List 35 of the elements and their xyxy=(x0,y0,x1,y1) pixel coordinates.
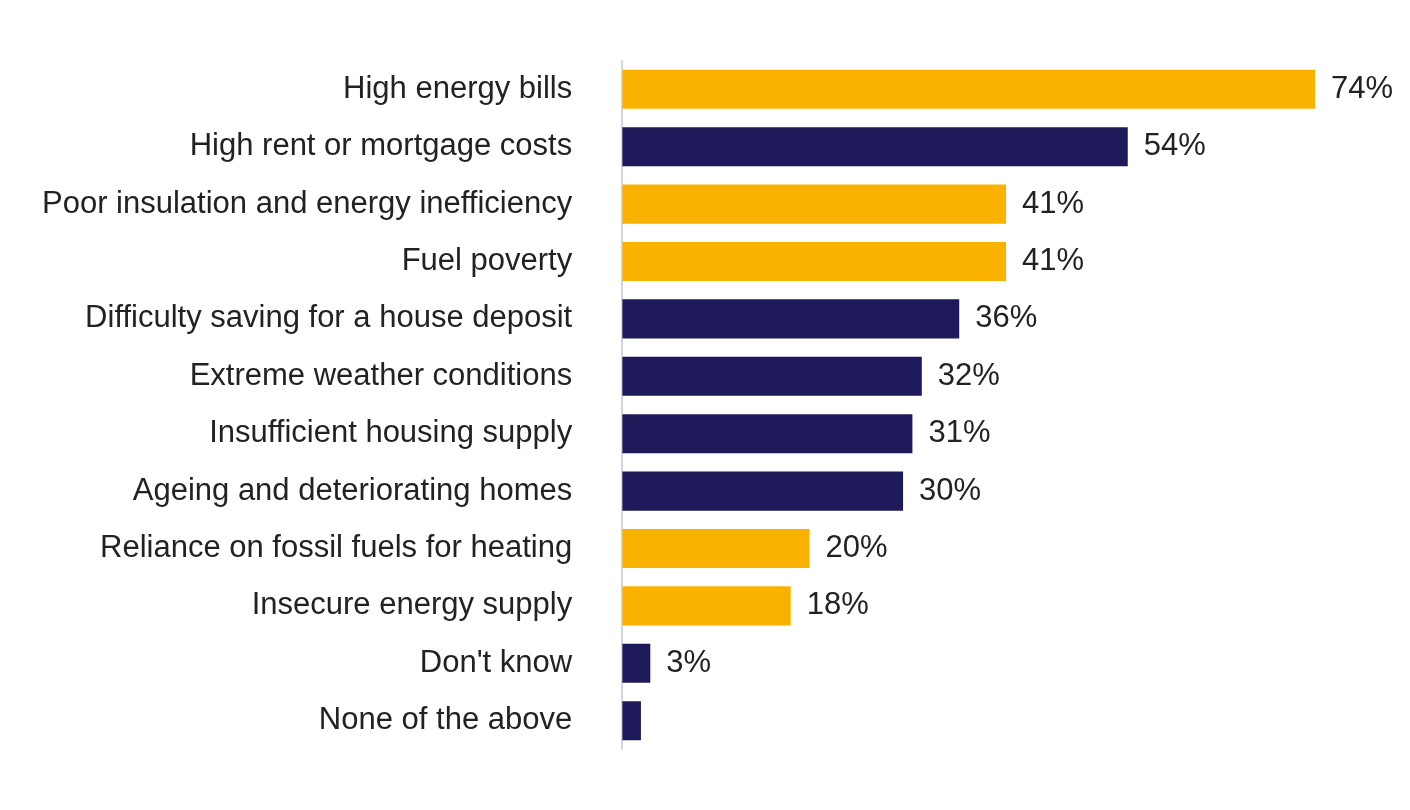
data-label: 18% xyxy=(806,586,869,622)
data-label: 41% xyxy=(1022,184,1085,220)
bar xyxy=(622,586,791,626)
data-label: 41% xyxy=(1022,242,1085,278)
data-label: 54% xyxy=(1143,127,1206,163)
y-tick-label: None of the above xyxy=(318,701,573,737)
y-tick-label: Fuel poverty xyxy=(401,242,573,278)
data-label: 36% xyxy=(975,299,1038,335)
y-tick-label: Reliance on fossil fuels for heating xyxy=(100,529,573,565)
bar xyxy=(622,127,1128,167)
bar xyxy=(622,701,641,741)
y-tick-label: Ageing and deteriorating homes xyxy=(132,471,573,507)
data-label: 32% xyxy=(937,356,1000,392)
y-tick-label: Don't know xyxy=(419,643,573,679)
bar xyxy=(622,356,922,396)
y-tick-label: Insufficient housing supply xyxy=(209,414,573,450)
bar xyxy=(622,69,1315,109)
bar xyxy=(622,643,651,683)
data-label: 3% xyxy=(666,643,712,679)
bar xyxy=(622,299,960,339)
bar xyxy=(622,241,1007,282)
data-label: 31% xyxy=(928,414,991,450)
y-tick-label: Extreme weather conditions xyxy=(189,356,573,392)
data-label: 20% xyxy=(825,529,888,565)
y-tick-label: Insecure energy supply xyxy=(251,586,573,622)
y-tick-label: High rent or mortgage costs xyxy=(189,127,573,163)
y-tick-label: Difficulty saving for a house deposit xyxy=(85,299,573,335)
bar xyxy=(622,184,1007,224)
data-label: 74% xyxy=(1331,69,1394,105)
y-tick-label: Poor insulation and energy inefficiency xyxy=(41,184,573,220)
bar xyxy=(622,528,810,569)
data-label: 30% xyxy=(919,471,982,507)
bar xyxy=(622,471,904,511)
y-tick-label: High energy bills xyxy=(343,69,573,105)
bar xyxy=(622,414,913,454)
